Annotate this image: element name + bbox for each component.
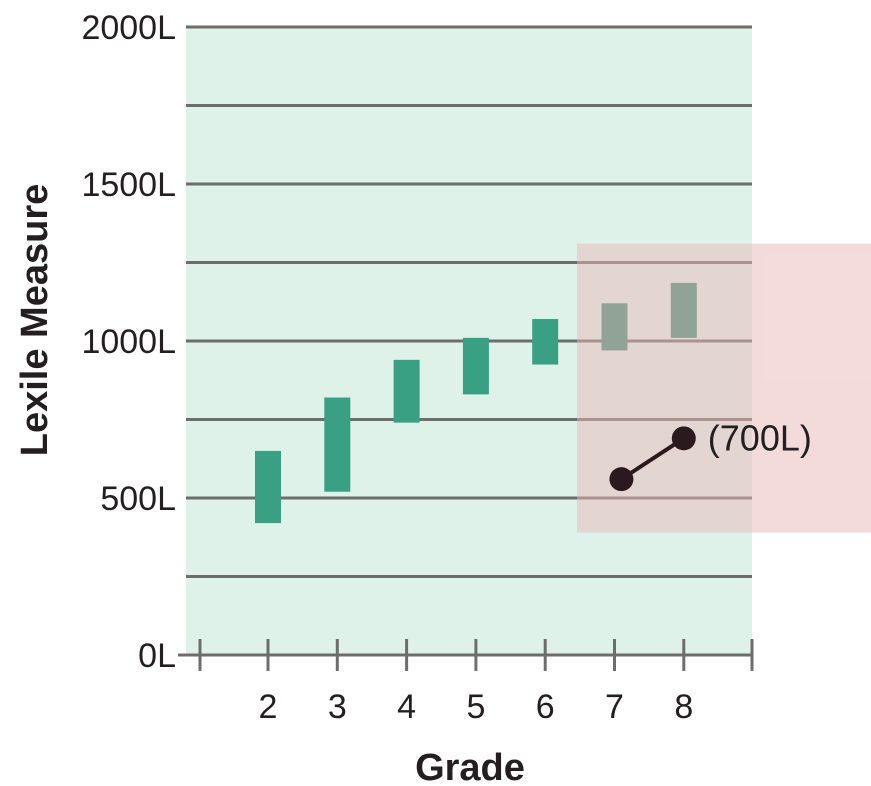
x-tick-label: 8 (674, 688, 693, 726)
range-bar-grade-2 (255, 450, 281, 524)
range-bar-grade-3 (324, 397, 351, 492)
x-tick-label: 3 (328, 688, 347, 726)
y-tick-label: 500L (100, 480, 176, 518)
y-axis-ticks: 0L 500L 1000L 1500L 2000L (81, 9, 176, 675)
range-bar-grade-4 (393, 359, 420, 423)
x-tick-label: 4 (397, 688, 416, 726)
x-tick-label: 7 (605, 688, 624, 726)
y-tick-label: 0L (138, 637, 176, 675)
y-tick-label: 2000L (81, 9, 176, 47)
x-axis-title: Grade (415, 747, 525, 786)
range-bar-grade-6 (532, 319, 559, 365)
x-tick-label: 5 (466, 688, 485, 726)
point-line: (700L) (609, 417, 812, 492)
x-tick-label: 2 (259, 688, 278, 726)
y-tick-label: 1000L (81, 323, 176, 361)
y-axis-title: Lexile Measure (14, 184, 56, 456)
range-bar-grade-5 (462, 337, 489, 395)
data-point-2 (671, 426, 696, 451)
y-tick-label: 1500L (81, 166, 176, 204)
x-axis (178, 639, 754, 671)
point-annotation: (700L) (708, 417, 812, 458)
data-point-1 (609, 467, 634, 492)
x-tick-label: 6 (536, 688, 555, 726)
trend-segment (620, 436, 685, 481)
x-axis-ticks: 2 3 4 5 6 7 8 (259, 688, 694, 726)
